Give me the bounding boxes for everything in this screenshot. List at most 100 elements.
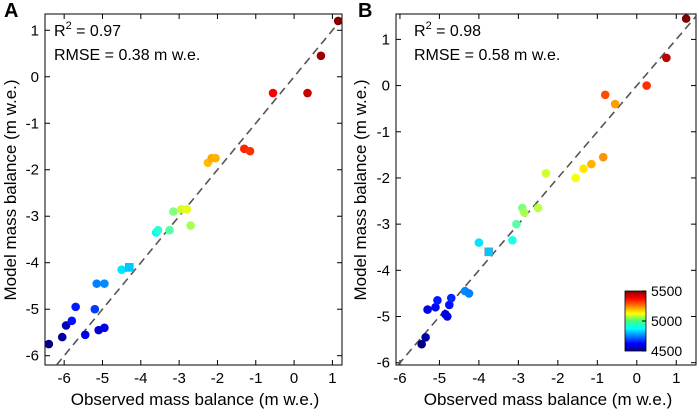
panel-b-data-point	[579, 164, 588, 174]
panel-b-data-point	[610, 99, 620, 109]
panel-a-y-tick-label: 0	[31, 69, 39, 86]
panel-b-data-point	[541, 169, 551, 178]
panel-b-x-tick-label: -2	[551, 370, 564, 387]
panel-b-data-point	[662, 53, 671, 63]
panel-a-data-point	[316, 51, 326, 61]
panel-a-data-point	[92, 279, 102, 288]
panel-b-x-tick-label: -3	[512, 370, 525, 387]
panel-a-data-point	[57, 332, 67, 342]
panel-b: B -6 -5 -4 -3 -2 -1 0 1 -6 -5 -4 -3 -2 -1 0 1 R2 = 0.98…	[351, 0, 697, 409]
panel-b-y-tick-label: -1	[377, 124, 390, 141]
panel-b-x-axis-label: Observed mass balance (m w.e.)	[424, 390, 672, 409]
panel-a-points	[44, 16, 343, 349]
panel-b-y-axis-label: Model mass balance (m w.e.)	[351, 79, 370, 300]
panel-b-data-point	[417, 339, 426, 349]
panel-b-data-point	[533, 203, 543, 213]
panel-a-data-point	[80, 330, 90, 340]
panel-a-axes-box	[44, 13, 343, 366]
panel-b-y-tick-label: 0	[382, 78, 390, 95]
colorbar-tick-label: 5500	[651, 283, 682, 299]
colorbar-tick-label: 5000	[651, 313, 682, 329]
panel-a-y-tick-label: -6	[26, 348, 39, 365]
panel-a-data-point	[100, 323, 109, 333]
colorbar-ticks: 4500 5000 5500	[642, 283, 682, 359]
panel-b-data-point	[642, 81, 651, 90]
panel-b-y-tick-label: -4	[377, 262, 390, 279]
panel-a-x-tick-label: -4	[134, 370, 147, 387]
panel-b-reference-line	[397, 15, 697, 366]
panel-a-ticks: -6 -5 -4 -3 -2 -1 0 1 -6 -5 -4 -3 -2 -1 0 1	[26, 14, 342, 387]
panel-a-data-point	[182, 204, 192, 214]
panel-a-y-tick-label: 1	[31, 22, 39, 39]
panel-a-data-point	[44, 339, 54, 349]
panel-b-data-point	[444, 300, 454, 310]
panel-b-axes-box	[395, 13, 697, 366]
panel-b-data-point	[508, 236, 517, 245]
panel-b-y-tick-label: -5	[377, 309, 390, 326]
panel-b-x-tick-label: 1	[672, 370, 680, 387]
panel-b-x-tick-label: -1	[591, 370, 604, 387]
panel-a-data-point	[169, 207, 178, 216]
panel-b-x-tick-label: -4	[472, 370, 485, 387]
panel-b-data-point	[431, 302, 440, 312]
panel-a-data-point	[186, 221, 195, 230]
panel-a-data-point	[245, 146, 255, 156]
panel-a-y-tick-label: -1	[26, 115, 39, 132]
panel-a-x-tick-label: -2	[211, 370, 224, 387]
panel-a-data-point	[153, 225, 163, 235]
panel-a-data-point	[303, 88, 312, 98]
panel-a-data-point	[71, 302, 80, 312]
panel-b-data-point	[587, 159, 596, 169]
panel-a-x-axis-label: Observed mass balance (m w.e.)	[71, 390, 319, 409]
panel-a-x-tick-label: 0	[290, 370, 298, 387]
panel-a-y-tick-label: -4	[26, 255, 39, 272]
panel-a-data-point	[165, 225, 174, 235]
panel-b-ticks: -6 -5 -4 -3 -2 -1 0 1 -6 -5 -4 -3 -2 -1 0 1	[377, 14, 696, 387]
panel-b-y-tick-label: 1	[382, 31, 390, 48]
panel-b-data-point	[464, 289, 474, 298]
panel-a-data-point-square	[125, 263, 134, 272]
panel-b-y-tick-label: -6	[377, 355, 390, 372]
panel-b-data-point	[600, 90, 610, 100]
panel-a-x-tick-label: -1	[249, 370, 262, 387]
panel-a: A -6 -5 -4 -3 -2 -1 0 1 -6 -5 -4 -3 -2 -1 0 1 R2 = 0.97…	[1, 0, 343, 409]
panel-b-x-tick-label: 0	[633, 370, 641, 387]
panel-b-rmse: RMSE = 0.58 m w.e.	[414, 47, 560, 64]
panel-a-data-point	[100, 279, 109, 288]
panel-b-x-tick-label: -6	[393, 370, 406, 387]
panel-b-data-point	[446, 293, 456, 303]
panel-b-y-tick-label: -3	[377, 216, 390, 233]
panel-a-data-point	[90, 304, 100, 314]
panel-b-data-point	[443, 312, 452, 321]
panel-a-data-point	[268, 88, 278, 98]
panel-a-x-tick-label: -5	[96, 370, 109, 387]
panel-b-data-point	[519, 208, 529, 217]
colorbar-tick-label: 4500	[651, 343, 682, 359]
panel-a-letter: A	[4, 0, 18, 22]
panel-b-data-point	[423, 305, 432, 314]
panel-a-rmse: RMSE = 0.38 m w.e.	[54, 47, 200, 64]
panel-b-x-tick-label: -5	[433, 370, 446, 387]
panel-a-x-tick-label: -3	[172, 370, 185, 387]
panel-a-data-point	[117, 265, 126, 274]
panel-a-x-tick-label: 1	[328, 370, 336, 387]
panel-a-y-tick-label: -3	[26, 208, 39, 225]
panel-a-y-axis-label: Model mass balance (m w.e.)	[1, 79, 20, 300]
panel-b-data-point	[474, 238, 484, 247]
panel-b-data-point	[571, 173, 580, 183]
panel-a-r2: R2 = 0.97	[54, 20, 121, 40]
panel-a-y-tick-label: -2	[26, 162, 39, 179]
panel-b-data-point-square	[484, 247, 494, 257]
panel-b-data-point	[421, 332, 430, 342]
panel-b-points	[417, 14, 691, 349]
panel-a-data-point	[333, 16, 343, 26]
panel-b-data-point	[512, 219, 521, 229]
panel-a-reference-line	[55, 18, 343, 366]
panel-b-letter: B	[358, 0, 372, 22]
panel-b-data-point	[433, 296, 442, 305]
panel-a-data-point	[67, 316, 77, 326]
panel-a-y-tick-label: -5	[26, 301, 39, 318]
panel-a-data-point	[61, 321, 71, 330]
elevation-colorbar: 4500 5000 5500	[624, 283, 682, 359]
